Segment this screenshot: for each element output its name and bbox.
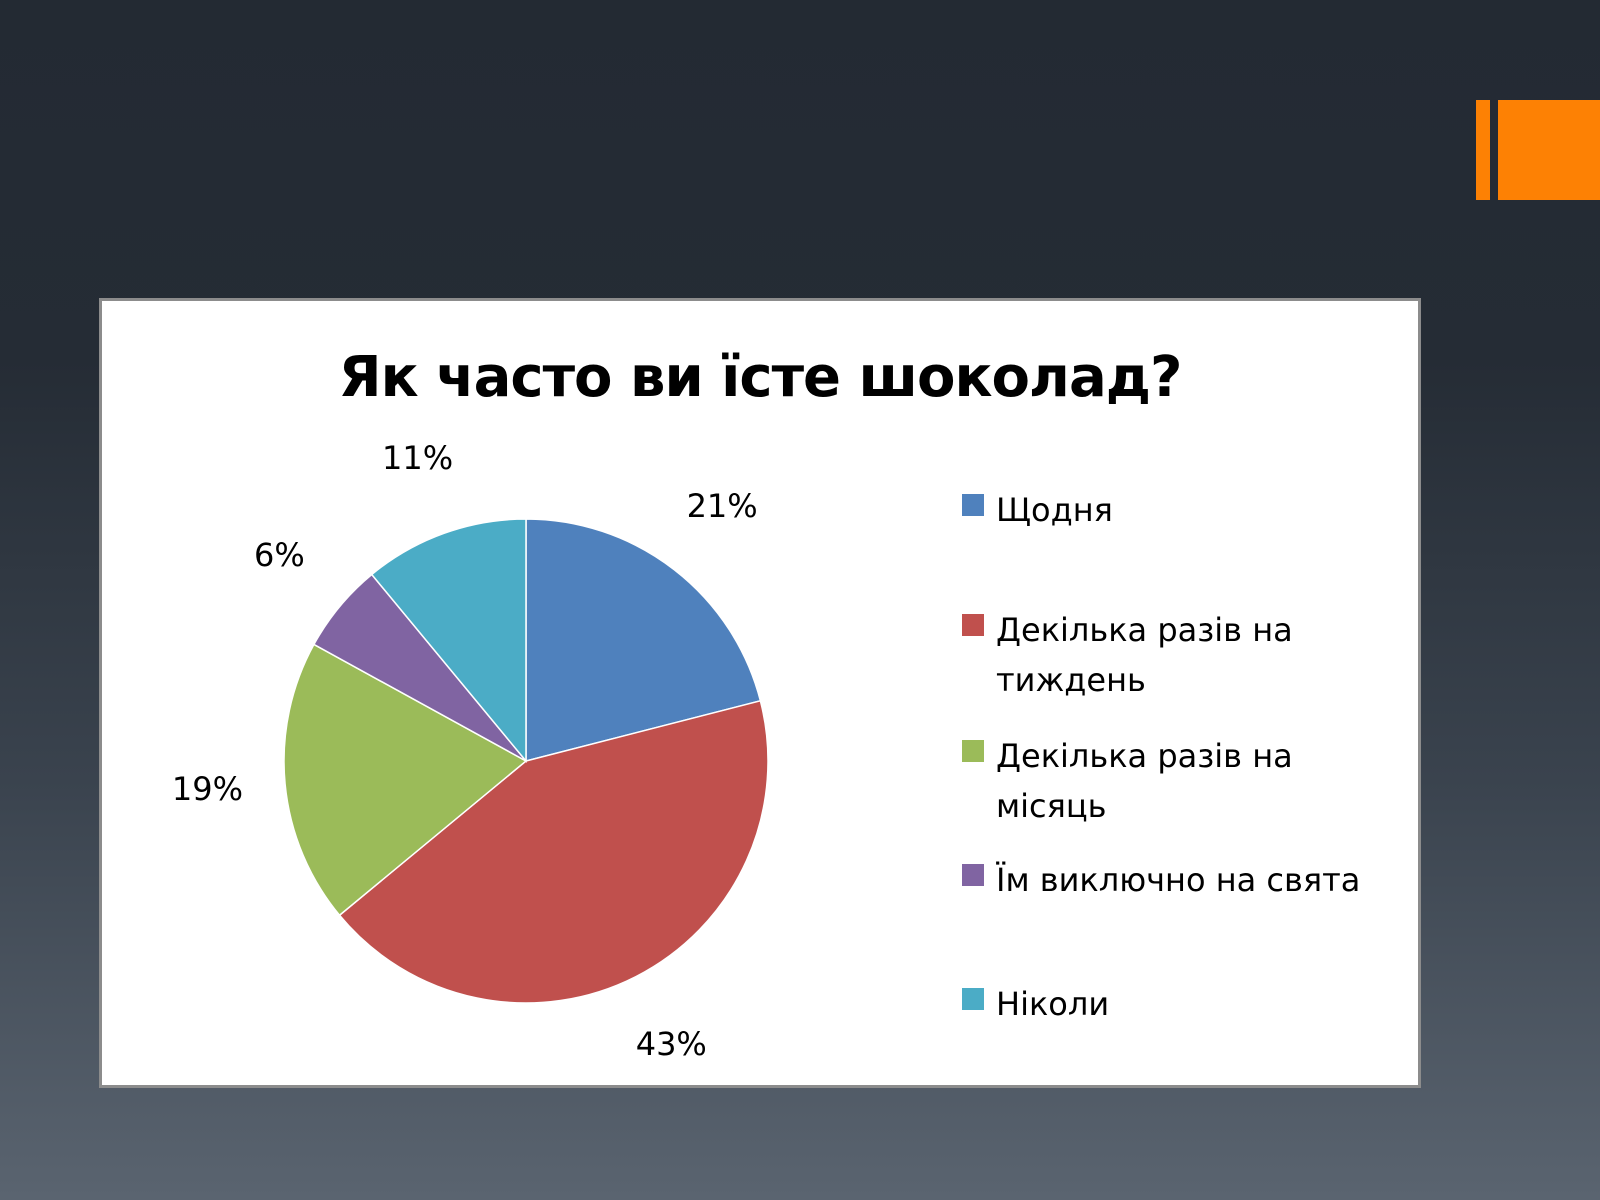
- legend-swatch: [962, 494, 984, 516]
- accent-bar-thin: [1476, 100, 1490, 200]
- legend-item-5: Ніколи: [962, 979, 1402, 1029]
- legend-label: Щодня: [996, 491, 1113, 529]
- legend-item-1: Щодня: [962, 485, 1402, 535]
- accent-bar-block: [1498, 100, 1600, 200]
- data-label-3: 19%: [172, 770, 243, 808]
- data-label-1: 21%: [687, 487, 758, 525]
- chart-frame: Як часто ви їсте шоколад? 21% 43% 19% 6% 11%…: [99, 298, 1421, 1088]
- legend-swatch: [962, 614, 984, 636]
- legend-label: Декілька разів на місяць: [996, 737, 1293, 825]
- legend-item-3: Декілька разів на місяць: [962, 731, 1402, 831]
- data-label-4: 6%: [254, 536, 305, 574]
- chart-title: Як часто ви їсте шоколад?: [338, 345, 1183, 410]
- legend-swatch: [962, 988, 984, 1010]
- legend-swatch: [962, 740, 984, 762]
- legend-item-2: Декілька разів на тиждень: [962, 605, 1402, 705]
- legend-label: Їм виключно на свята: [996, 861, 1361, 899]
- pie-slice-3: [283, 643, 528, 917]
- pie-slice-1: [525, 518, 762, 762]
- legend-swatch: [962, 864, 984, 886]
- data-label-2: 43%: [636, 1025, 707, 1063]
- legend-label: Ніколи: [996, 985, 1110, 1023]
- pie-slice-2: [338, 699, 769, 1004]
- legend-label: Декілька разів на тиждень: [996, 611, 1293, 699]
- legend-item-4: Їм виключно на свята: [962, 855, 1402, 905]
- data-label-5: 11%: [382, 439, 453, 477]
- pie-chart: 21% 43% 19% 6% 11%: [172, 439, 769, 1063]
- pie-slice-5: [370, 518, 527, 764]
